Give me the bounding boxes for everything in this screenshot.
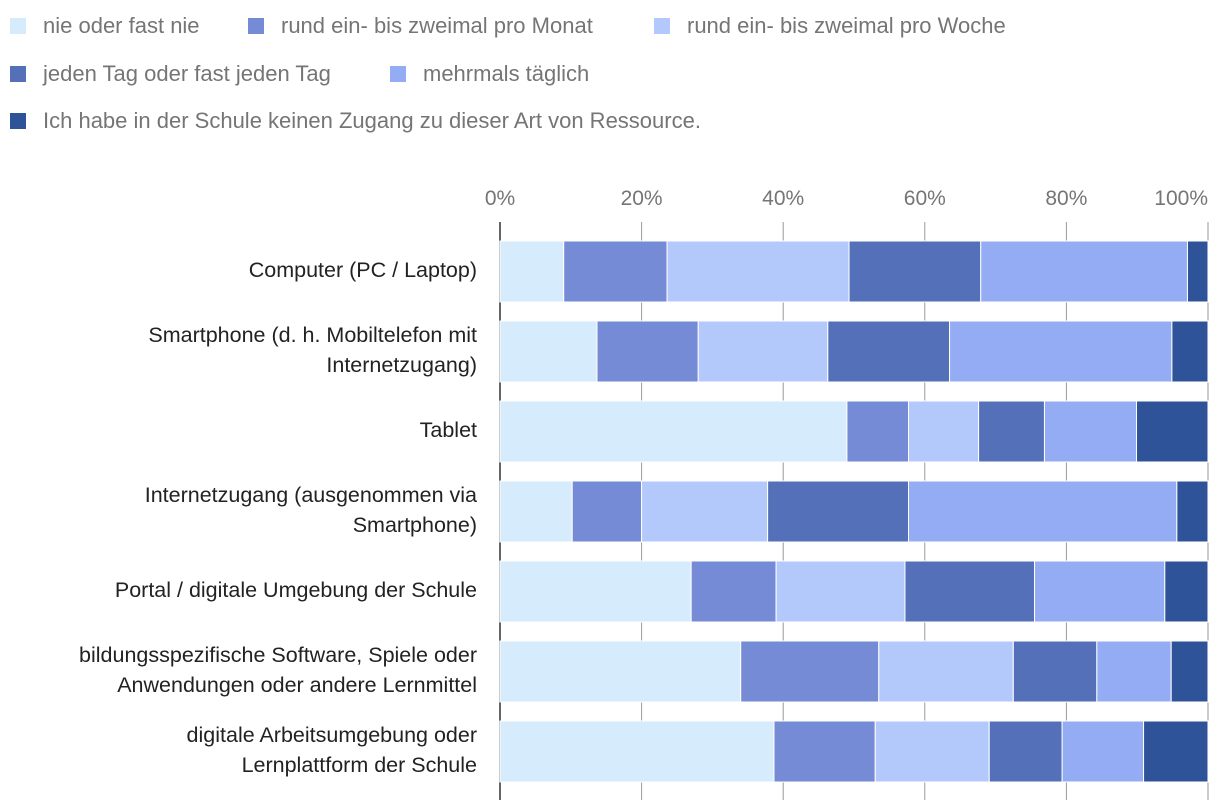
bar-segment — [499, 560, 692, 623]
legend-label: nie oder fast nie — [43, 13, 200, 38]
bar-segment — [949, 320, 1173, 383]
bar-segment — [1043, 400, 1137, 463]
bar-segment — [596, 320, 699, 383]
bar-segment — [767, 480, 910, 543]
bar-segment — [775, 560, 906, 623]
x-tick-label: 80% — [1045, 187, 1087, 210]
x-tick-label: 40% — [762, 187, 804, 210]
category-label: Lernplattform der Schule — [242, 753, 477, 777]
legend-item: jeden Tag oder fast jeden Tag — [10, 61, 331, 87]
category-label: Internetzugang (ausgenommen via — [145, 483, 477, 507]
bar-segment — [980, 240, 1188, 303]
bar-segment — [666, 240, 850, 303]
bar-segment — [878, 640, 1014, 703]
x-tick-label: 0% — [485, 187, 515, 210]
legend-label: rund ein- bis zweimal pro Monat — [281, 13, 593, 38]
bar-segment — [563, 240, 668, 303]
legend-label: jeden Tag oder fast jeden Tag — [43, 61, 331, 86]
bar-segment — [908, 480, 1178, 543]
legend-swatch — [10, 113, 26, 129]
bar-segment — [773, 720, 876, 783]
bar-segment — [904, 560, 1036, 623]
bar-segment — [1186, 240, 1209, 303]
category-label: Portal / digitale Umgebung der Schule — [115, 578, 477, 602]
bar-segment — [1143, 720, 1209, 783]
bar-segment — [641, 480, 769, 543]
chart-legend: nie oder fast nie rund ein- bis zweimal p… — [0, 0, 1220, 150]
bar-segment — [499, 480, 573, 543]
legend-item: rund ein- bis zweimal pro Woche — [654, 13, 1006, 39]
bar-segment — [690, 560, 777, 623]
bar-segment — [1164, 560, 1209, 623]
legend-item: nie oder fast nie — [10, 13, 200, 39]
bar-segment — [908, 400, 980, 463]
bar-segment — [499, 720, 775, 783]
bar-segment — [978, 400, 1045, 463]
category-label: digitale Arbeitsumgebung oder — [187, 723, 477, 747]
category-labels: Computer (PC / Laptop) Smartphone (d. h. … — [79, 258, 477, 777]
bar-segment — [499, 400, 848, 463]
category-label: Smartphone) — [353, 513, 477, 537]
bar-segment — [740, 640, 880, 703]
category-label: Anwendungen oder andere Lernmittel — [117, 673, 477, 697]
category-label: Tablet — [420, 418, 477, 442]
bar-segment — [1171, 320, 1209, 383]
bar-segment — [1034, 560, 1166, 623]
x-tick-label: 60% — [904, 187, 946, 210]
bar-segment — [1135, 400, 1209, 463]
category-label: Internetzugang) — [326, 353, 477, 377]
legend-swatch — [654, 18, 670, 34]
legend-swatch — [390, 66, 406, 82]
legend-swatch — [248, 18, 264, 34]
bar-segment — [846, 400, 910, 463]
bar-segment — [499, 320, 598, 383]
bar-segment — [1096, 640, 1172, 703]
legend-item: Ich habe in der Schule keinen Zugang zu … — [10, 108, 701, 134]
category-label: Smartphone (d. h. Mobiltelefon mit — [148, 323, 477, 347]
legend-label: mehrmals täglich — [423, 61, 590, 86]
bar-segment — [697, 320, 829, 383]
x-tick-label: 20% — [621, 187, 663, 210]
legend-item: mehrmals täglich — [390, 61, 589, 87]
x-axis-ticks: 0% 20% 40% 60% 80% 100% — [485, 187, 1208, 210]
bars — [499, 240, 1209, 783]
bar-segment — [988, 720, 1063, 783]
bar-segment — [848, 240, 982, 303]
legend-label: Ich habe in der Schule keinen Zugang zu … — [43, 108, 701, 133]
bar-segment — [1170, 640, 1209, 703]
bar-segment — [571, 480, 643, 543]
legend-label: rund ein- bis zweimal pro Woche — [687, 13, 1006, 38]
bar-segment — [874, 720, 990, 783]
bar-segment — [499, 240, 565, 303]
bar-segment — [827, 320, 951, 383]
legend-swatch — [10, 66, 26, 82]
bar-segment — [1061, 720, 1145, 783]
category-label: bildungsspezifische Software, Spiele ode… — [79, 643, 477, 667]
bar-segment — [1176, 480, 1209, 543]
legend-swatch — [10, 18, 26, 34]
legend-item: rund ein- bis zweimal pro Monat — [248, 13, 593, 39]
x-tick-label: 100% — [1154, 187, 1208, 210]
category-label: Computer (PC / Laptop) — [249, 258, 477, 282]
bar-segment — [1012, 640, 1098, 703]
bar-segment — [499, 640, 742, 703]
